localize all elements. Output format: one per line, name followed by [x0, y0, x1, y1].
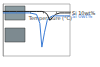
- svg-text:Temperature (°C): Temperature (°C): [28, 14, 72, 21]
- svg-text:Si 0wt%: Si 0wt%: [72, 13, 92, 19]
